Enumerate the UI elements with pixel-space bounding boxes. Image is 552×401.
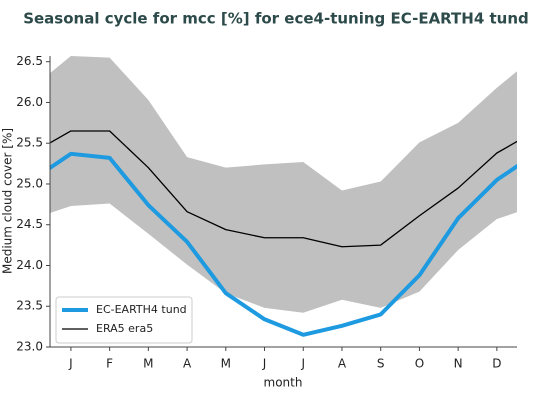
x-tick-label: A xyxy=(183,357,192,371)
y-tick-label: 25.5 xyxy=(16,136,43,150)
x-tick-label: M xyxy=(221,357,231,371)
x-tick-label: A xyxy=(338,357,347,371)
x-tick-label: S xyxy=(377,357,385,371)
y-tick-label: 26.5 xyxy=(16,54,43,68)
legend-label: ERA5 era5 xyxy=(96,322,153,335)
legend-label: EC-EARTH4 tund xyxy=(96,303,187,316)
y-tick-label: 23.0 xyxy=(16,340,43,354)
x-tick-label: M xyxy=(143,357,153,371)
x-tick-label: F xyxy=(106,357,113,371)
legend-box xyxy=(55,296,193,344)
y-tick-label: 24.0 xyxy=(16,258,43,272)
series-line xyxy=(50,130,517,248)
y-tick-label: 23.5 xyxy=(16,299,43,313)
chart-title: Seasonal cycle for mcc [%] for ece4-tuni… xyxy=(23,10,529,28)
y-axis-label: Medium cloud cover [%] xyxy=(1,128,15,274)
series-line xyxy=(50,151,517,337)
spread-band xyxy=(50,56,517,313)
x-tick-label: J xyxy=(300,357,305,371)
y-tick-label: 26.0 xyxy=(16,95,43,109)
x-tick-label: J xyxy=(68,357,73,371)
x-tick-label: N xyxy=(454,357,463,371)
x-tick-label: D xyxy=(492,357,501,371)
x-axis-label: month xyxy=(264,376,303,390)
plot-area xyxy=(50,56,517,337)
x-tick-label: O xyxy=(415,357,424,371)
y-tick-label: 25.0 xyxy=(16,176,43,190)
x-tick-label: J xyxy=(262,357,267,371)
y-tick-label: 24.5 xyxy=(16,217,43,231)
